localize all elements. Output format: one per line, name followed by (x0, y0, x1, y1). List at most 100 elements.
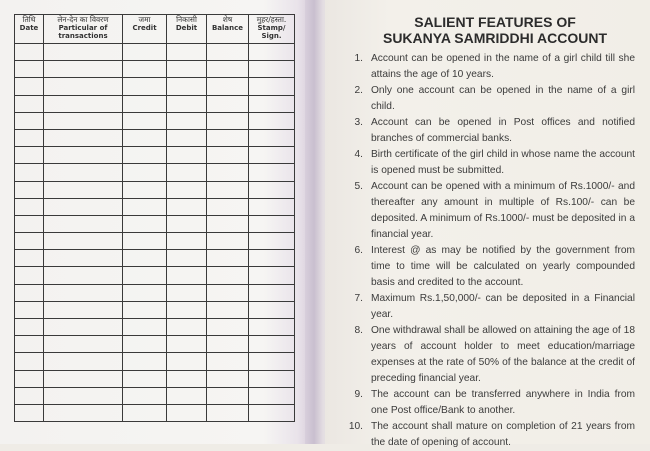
ledger-cell (122, 386, 167, 405)
ledger-cell (14, 403, 44, 423)
ledger-cell (14, 42, 44, 62)
ledger-row (14, 317, 295, 337)
ledger-cell (206, 335, 249, 354)
feature-text: Birth certificate of the girl child in w… (371, 149, 635, 176)
ledger-cell (43, 146, 123, 165)
ledger-cell (122, 197, 167, 216)
feature-item: 5. Account can be opened with a minimum o… (345, 179, 636, 243)
header-english: Debit (175, 24, 198, 32)
ledger-cell (248, 249, 295, 268)
features-list: 1. Account can be opened in the name of a… (345, 51, 635, 451)
ledger-row (14, 128, 295, 148)
ledger-row (14, 352, 295, 371)
feature-item: 4. Birth certificate of the girl child in… (345, 147, 636, 179)
ledger-cell (14, 266, 44, 285)
passbook-left-page: तिथि Date लेन-देन का विवरण Particular of t… (0, 0, 310, 444)
ledger-header-row: तिथि Date लेन-देन का विवरण Particular of t… (14, 14, 295, 44)
feature-item: 2. Only one account can be opened in the … (345, 83, 636, 115)
ledger-cell (206, 317, 249, 337)
ledger-row (14, 111, 295, 130)
ledger-cell (43, 369, 123, 388)
ledger-cell (43, 335, 123, 354)
header-english: Credit (132, 24, 157, 32)
ledger-cell (166, 249, 207, 268)
ledger-cell (166, 335, 207, 354)
ledger-row (14, 42, 295, 62)
header-balance: शेष Balance (206, 14, 249, 44)
ledger-cell (166, 352, 207, 371)
feature-number: 3. (354, 117, 364, 128)
ledger-cell (122, 111, 167, 130)
ledger-cell (122, 352, 167, 371)
ledger-cell (248, 300, 295, 320)
ledger-cell (166, 403, 207, 423)
ledger-cell (166, 317, 207, 337)
header-english: Date (19, 24, 39, 32)
passbook-right-page (325, 0, 650, 444)
ledger-cell (14, 128, 44, 148)
header-particulars: लेन-देन का विवरण Particular of transactio… (43, 14, 123, 44)
ledger-cell (166, 266, 207, 285)
ledger-cell (206, 403, 249, 423)
ledger-cell (122, 128, 167, 148)
ledger-row (14, 335, 295, 354)
feature-item: 10. The account shall mature on completio… (345, 419, 635, 451)
feature-number: 2. (354, 85, 364, 96)
ledger-cell (206, 214, 249, 234)
ledger-cell (122, 94, 167, 113)
ledger-cell (166, 111, 207, 130)
header-hindi: लेन-देन का विवरण (57, 15, 109, 24)
ledger-cell (14, 249, 44, 268)
header-english: Balance (211, 24, 244, 32)
ledger-row (14, 369, 295, 388)
ledger-row (14, 77, 295, 96)
ledger-cell (206, 300, 249, 320)
ledger-cell (43, 352, 123, 371)
feature-item: 1. Account can be opened in the name of a… (345, 51, 636, 83)
ledger-cell (166, 180, 207, 199)
header-hindi: शेष (222, 15, 233, 24)
ledger-cell (122, 283, 167, 302)
feature-text: The account can be transferred anywhere … (371, 389, 635, 416)
ledger-row (14, 300, 295, 320)
ledger-cell (248, 60, 295, 79)
ledger-cell (248, 214, 295, 234)
feature-number: 6. (354, 245, 364, 256)
ledger-cell (14, 214, 44, 234)
transaction-ledger-table: तिथि Date लेन-देन का विवरण Particular of t… (14, 14, 295, 423)
ledger-cell (166, 386, 207, 405)
ledger-cell (43, 317, 123, 337)
ledger-cell (248, 352, 295, 371)
header-debit: निकासी Debit (166, 14, 207, 44)
ledger-cell (14, 317, 44, 337)
feature-item: 6. Interest @ as may be notified by the g… (345, 243, 636, 291)
ledger-cell (122, 42, 167, 62)
ledger-cell (14, 111, 44, 130)
ledger-row (14, 197, 295, 216)
feature-number: 1. (354, 53, 364, 64)
ledger-cell (43, 94, 123, 113)
ledger-cell (122, 403, 167, 423)
ledger-cell (14, 386, 44, 405)
ledger-cell (122, 232, 167, 251)
ledger-cell (248, 163, 295, 182)
ledger-cell (122, 266, 167, 285)
feature-text: Interest @ as may be notified by the gov… (371, 245, 635, 288)
ledger-cell (14, 335, 44, 354)
ledger-cell (206, 128, 249, 148)
ledger-cell (248, 369, 295, 388)
ledger-cell (122, 77, 167, 96)
feature-item: 8. One withdrawal shall be allowed on att… (345, 323, 636, 387)
ledger-cell (248, 94, 295, 113)
ledger-cell (206, 232, 249, 251)
header-hindi: मुहर/हस्ता. (256, 15, 287, 24)
ledger-cell (14, 146, 44, 165)
ledger-cell (166, 369, 207, 388)
ledger-cell (43, 386, 123, 405)
ledger-cell (248, 403, 295, 423)
ledger-cell (206, 266, 249, 285)
ledger-cell (166, 197, 207, 216)
ledger-cell (206, 111, 249, 130)
ledger-cell (122, 369, 167, 388)
ledger-cell (206, 249, 249, 268)
